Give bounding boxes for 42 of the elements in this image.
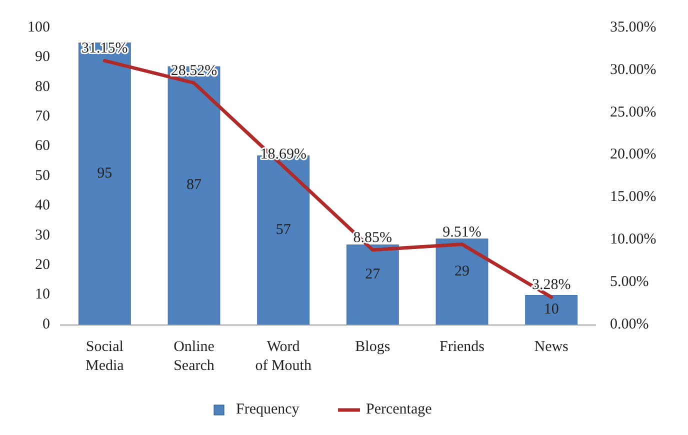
data-label: 9.51%	[442, 224, 482, 240]
y-tick-label: 70	[35, 108, 50, 125]
y-tick-label: 20	[35, 257, 50, 274]
y-tick-label: 10	[35, 286, 50, 303]
legend-label: Percentage	[366, 401, 432, 418]
x-tick-label: Blogs	[355, 339, 390, 355]
y2-tick-label: 15.00%	[610, 189, 656, 206]
y2-tick-label: 25.00%	[610, 104, 656, 120]
data-label: 57	[276, 222, 292, 238]
y2-tick-label: 0.00%	[610, 316, 649, 332]
x-tick-label: Friends	[440, 339, 485, 355]
x-tick-label: Social Media	[86, 339, 124, 374]
bar	[525, 295, 578, 326]
x-tick-label: News	[534, 339, 569, 355]
bar	[436, 238, 488, 326]
y2-tick-label: 20.00%	[610, 146, 656, 163]
y-tick-label: 30	[35, 227, 50, 244]
y-tick-label: 0	[42, 316, 50, 332]
data-label: 10	[544, 302, 559, 318]
data-label: 27	[365, 266, 381, 282]
y-tick-label: 90	[35, 49, 50, 66]
y-tick-label: 100	[28, 19, 50, 36]
y-tick-label: 50	[35, 168, 50, 184]
bar	[346, 244, 399, 326]
y2-tick-label: 30.00%	[610, 62, 656, 78]
y-tick-label: 40	[35, 198, 50, 214]
y2-tick-label: 10.00%	[610, 232, 656, 248]
bar	[168, 66, 220, 326]
data-label: 87	[186, 177, 202, 194]
y2-tick-label: 35.00%	[610, 19, 656, 36]
y2-tick-label: 5.00%	[610, 274, 649, 290]
x-tick-label: Online Search	[174, 339, 215, 374]
legend-label: Frequency	[236, 401, 300, 418]
data-label: 3.28%	[532, 277, 571, 294]
x-tick-label: Word of Mouth	[255, 339, 312, 374]
data-label: 29	[454, 263, 470, 280]
bar	[78, 42, 131, 326]
y-tick-label: 80	[35, 78, 50, 95]
data-label: 31.15%	[82, 40, 128, 57]
data-label: 28.52%	[170, 62, 218, 79]
y-tick-label: 60	[35, 138, 50, 154]
data-label: 95	[97, 165, 112, 182]
